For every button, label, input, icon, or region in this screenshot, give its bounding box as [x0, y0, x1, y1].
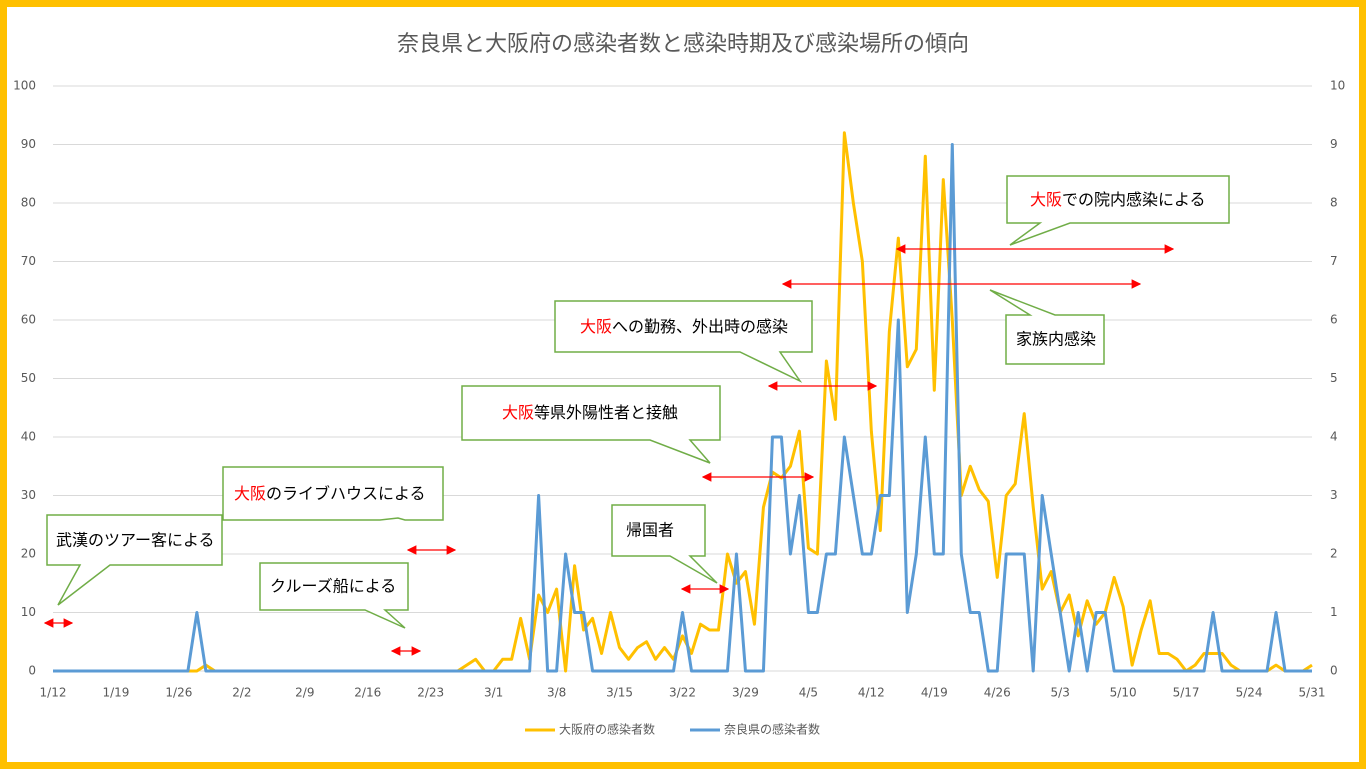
y2-tick-label: 2	[1330, 547, 1338, 561]
x-tick-label: 5/24	[1236, 686, 1263, 700]
x-tick-label: 2/16	[354, 686, 381, 700]
x-tick-label: 5/3	[1051, 686, 1070, 700]
x-tick-label: 2/2	[232, 686, 251, 700]
callout	[989, 289, 1105, 365]
plot	[53, 131, 1313, 673]
x-tick-label: 3/15	[606, 686, 633, 700]
annotation: 家族内感染	[1016, 330, 1096, 349]
grid: 0 10 20 30 40 50 60 70 80 90 100 0 1 2 3 4 5 6 7 8 9 10 1/12 1/…	[13, 79, 1345, 700]
annotation-text: への勤務、外出時の感染	[612, 317, 788, 336]
annotation: 帰国者	[626, 521, 674, 540]
annotation: クルーズ船による	[270, 577, 396, 596]
x-tick-label: 5/31	[1299, 686, 1326, 700]
x-tick-label: 4/12	[858, 686, 885, 700]
x-tick-label: 4/5	[799, 686, 818, 700]
x-tick-label: 3/8	[547, 686, 566, 700]
annotation-highlight: 大阪	[580, 317, 612, 336]
x-tick-label: 2/9	[295, 686, 314, 700]
chart-area	[7, 7, 1359, 762]
x-tick-label: 1/12	[40, 686, 67, 700]
y2-tick-label: 5	[1330, 371, 1338, 385]
y-tick-label: 10	[21, 605, 36, 619]
annotation-highlight: 大阪	[502, 403, 534, 422]
x-tick-label: 1/19	[102, 686, 129, 700]
x-tick-label: 4/26	[984, 686, 1011, 700]
y-tick-label: 30	[21, 488, 36, 502]
x-tick-label: 5/17	[1173, 686, 1200, 700]
x-tick-label: 1/26	[165, 686, 192, 700]
x-tick-label: 3/29	[732, 686, 759, 700]
y-tick-label: 90	[21, 137, 36, 151]
y2-tick-label: 0	[1330, 664, 1338, 678]
callout	[611, 504, 718, 584]
y-tick-label: 50	[21, 371, 36, 385]
series-line	[53, 143, 1312, 673]
legend: 大阪府の感染者数 奈良県の感染者数	[525, 722, 820, 737]
callout	[554, 300, 813, 383]
annotation-text: での院内感染による	[1062, 190, 1206, 209]
y2-tick-label: 1	[1330, 605, 1338, 619]
annotation-highlight: 大阪	[1030, 190, 1062, 209]
y2-tick-label: 6	[1330, 313, 1338, 327]
legend-label: 大阪府の感染者数	[559, 722, 655, 737]
y2-tick-label: 9	[1330, 137, 1338, 151]
y2-tick-label: 7	[1330, 254, 1338, 268]
annotation-text: のライブハウスによる	[266, 484, 426, 503]
annotation: 大阪のライブハウスによる	[234, 484, 426, 503]
annotation: 大阪での院内感染による	[1030, 190, 1206, 209]
y-tick-label: 20	[21, 547, 36, 561]
callout	[222, 466, 444, 521]
x-tick-label: 2/23	[417, 686, 444, 700]
x-tick-label: 4/19	[921, 686, 948, 700]
y2-tick-label: 8	[1330, 196, 1338, 210]
y-tick-label: 0	[28, 664, 36, 678]
callout	[461, 385, 721, 464]
y-tick-label: 60	[21, 313, 36, 327]
y-tick-label: 80	[21, 196, 36, 210]
annotation-highlight: 大阪	[234, 484, 266, 503]
annotation: 武漢のツアー客による	[56, 531, 215, 550]
y2-tick-label: 3	[1330, 488, 1338, 502]
annotation-text: 等県外陽性者と接触	[534, 403, 678, 422]
annotation: 大阪等県外陽性者と接触	[502, 403, 678, 422]
y2-tick-label: 4	[1330, 430, 1338, 444]
callout	[46, 514, 223, 606]
y-tick-label: 70	[21, 254, 36, 268]
callout	[259, 562, 409, 629]
annotations: 武漢のツアー客による 大阪のライブハウスによる クルーズ船による 帰国者 大阪等…	[43, 175, 1230, 656]
annotation: 大阪への勤務、外出時の感染	[580, 317, 788, 336]
y-tick-label: 40	[21, 430, 36, 444]
callout	[1006, 175, 1230, 246]
x-tick-label: 3/1	[484, 686, 503, 700]
chart-title: 奈良県と大阪府の感染者数と感染時期及び感染場所の傾向	[397, 32, 969, 57]
x-tick-label: 3/22	[669, 686, 696, 700]
y-tick-label: 100	[13, 79, 36, 93]
x-tick-label: 5/10	[1110, 686, 1137, 700]
y2-tick-label: 10	[1330, 79, 1345, 93]
legend-label: 奈良県の感染者数	[724, 722, 820, 737]
